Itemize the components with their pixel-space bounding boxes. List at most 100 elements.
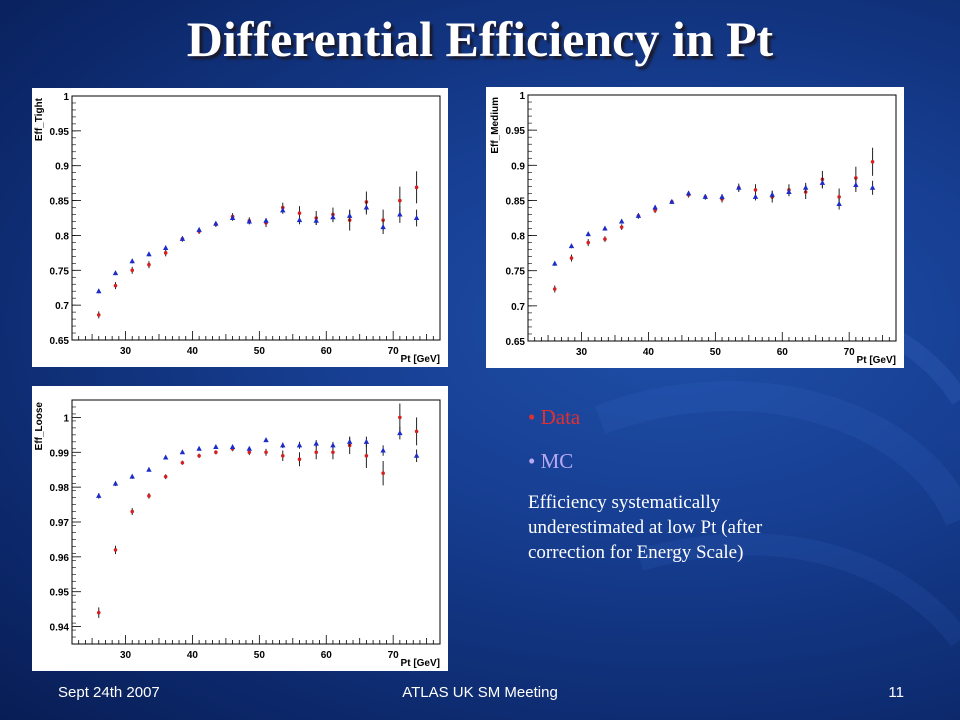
y-axis-label: Eff_Medium	[490, 97, 501, 154]
data-point	[297, 211, 302, 215]
plot-frame	[71, 399, 441, 645]
data-point	[213, 444, 219, 450]
data-point	[229, 215, 236, 220]
data-point	[213, 220, 219, 226]
data-point	[96, 492, 102, 498]
data-point	[229, 444, 236, 450]
data-point	[414, 429, 419, 434]
data-point	[853, 181, 859, 187]
x-tick-label: 70	[844, 347, 856, 358]
legend-item-mc: • MC	[528, 449, 574, 473]
data-point	[381, 471, 385, 475]
data-point	[179, 449, 186, 455]
data-point	[414, 185, 419, 190]
data-point	[163, 251, 168, 255]
data-point	[129, 258, 135, 264]
plot-panel-loose: 30 40 50 60 70 0.94 0.95 0.96 0.97 0.98 0.99 1 Pt [G…	[32, 386, 448, 671]
data-point	[147, 494, 151, 498]
data-point	[819, 179, 826, 185]
data-point	[652, 204, 658, 210]
data-point	[364, 453, 369, 458]
data-point	[112, 270, 119, 276]
y-axis-label: Eff_Tight	[34, 97, 45, 141]
y-tick-label: 0.8	[55, 231, 69, 242]
data-point	[280, 453, 285, 458]
y-tick-label: 0.98	[50, 483, 70, 494]
x-tick-label: 50	[710, 347, 722, 358]
data-point	[837, 195, 841, 199]
footer-date: Sept 24th 2007	[58, 684, 160, 701]
data-point	[129, 473, 135, 479]
data-point	[552, 260, 558, 266]
y-tick-label: 0.7	[55, 301, 69, 312]
y-tick-label: 1	[63, 92, 69, 103]
y-tick-label: 0.95	[50, 127, 70, 138]
data-point	[96, 288, 102, 294]
series-mc	[96, 200, 420, 294]
data-point	[786, 188, 792, 194]
data-point	[263, 217, 269, 223]
plot-frame	[71, 95, 441, 341]
data-point	[585, 231, 591, 237]
x-tick-label: 40	[187, 650, 199, 661]
series-mc	[552, 177, 876, 266]
y-tick-label: 0.85	[506, 196, 526, 207]
y-tick-label: 0.75	[50, 266, 70, 277]
y-tick-label: 0.9	[511, 161, 525, 172]
data-point	[870, 159, 875, 164]
data-point	[802, 184, 809, 190]
data-point	[736, 184, 742, 190]
legend-data-label: Data	[540, 405, 581, 429]
data-point	[280, 442, 286, 448]
y-tick-label: 0.65	[506, 337, 526, 348]
data-point	[196, 445, 202, 451]
data-point	[586, 240, 591, 245]
data-point	[854, 176, 858, 180]
y-tick-label: 0.97	[50, 518, 70, 529]
data-point	[380, 224, 386, 230]
legend-mc-label: MC	[540, 449, 574, 473]
legend: • Data • MC Efficiency systematically un…	[528, 404, 818, 565]
data-point	[552, 287, 557, 291]
y-tick-label: 0.95	[50, 588, 70, 599]
footer-page-number: 11	[888, 684, 904, 701]
data-point	[297, 457, 302, 462]
x-axis-label: Pt [GeV]	[857, 355, 896, 366]
data-point	[363, 438, 370, 444]
data-point	[669, 198, 675, 204]
series-data	[96, 403, 419, 618]
data-point	[618, 218, 625, 224]
x-axis-label: Pt [GeV]	[401, 354, 440, 365]
data-point	[869, 184, 876, 190]
data-point	[568, 243, 575, 249]
data-point	[246, 445, 253, 451]
data-point	[398, 198, 402, 203]
data-point	[752, 193, 759, 199]
y-tick-label: 0.9	[55, 162, 69, 173]
data-point	[619, 225, 624, 229]
slide-title: Differential Efficiency in Pt	[186, 11, 774, 67]
data-point	[162, 454, 169, 460]
data-point	[197, 453, 201, 458]
series-data	[552, 147, 875, 293]
y-tick-label: 0.99	[50, 448, 70, 459]
x-axis-label: Pt [GeV]	[401, 658, 440, 669]
x-tick-label: 30	[120, 650, 132, 661]
data-point	[179, 235, 186, 241]
y-tick-label: 1	[63, 413, 69, 424]
x-tick-label: 60	[321, 650, 333, 661]
x-tick-label: 30	[576, 347, 588, 358]
x-tick-label: 30	[120, 346, 132, 357]
x-tick-label: 40	[643, 347, 655, 358]
efficiency-note: Efficiency systematically underestimated…	[528, 492, 763, 563]
x-tick-label: 50	[254, 650, 266, 661]
data-point	[702, 193, 709, 199]
data-point	[313, 440, 319, 446]
plot-eff-tight: 30 40 50 60 70 0.65 0.7 0.75 0.8 0.85 0.9 0.95 1 Pt […	[34, 92, 441, 365]
y-tick-label: 0.85	[50, 197, 70, 208]
plot-eff-loose: 30 40 50 60 70 0.94 0.95 0.96 0.97 0.98 0.99 1 Pt [G…	[34, 399, 441, 669]
footer-meeting: ATLAS UK SM Meeting	[402, 684, 558, 701]
data-point	[296, 217, 303, 223]
data-point	[363, 204, 370, 210]
x-tick-label: 40	[187, 346, 199, 357]
